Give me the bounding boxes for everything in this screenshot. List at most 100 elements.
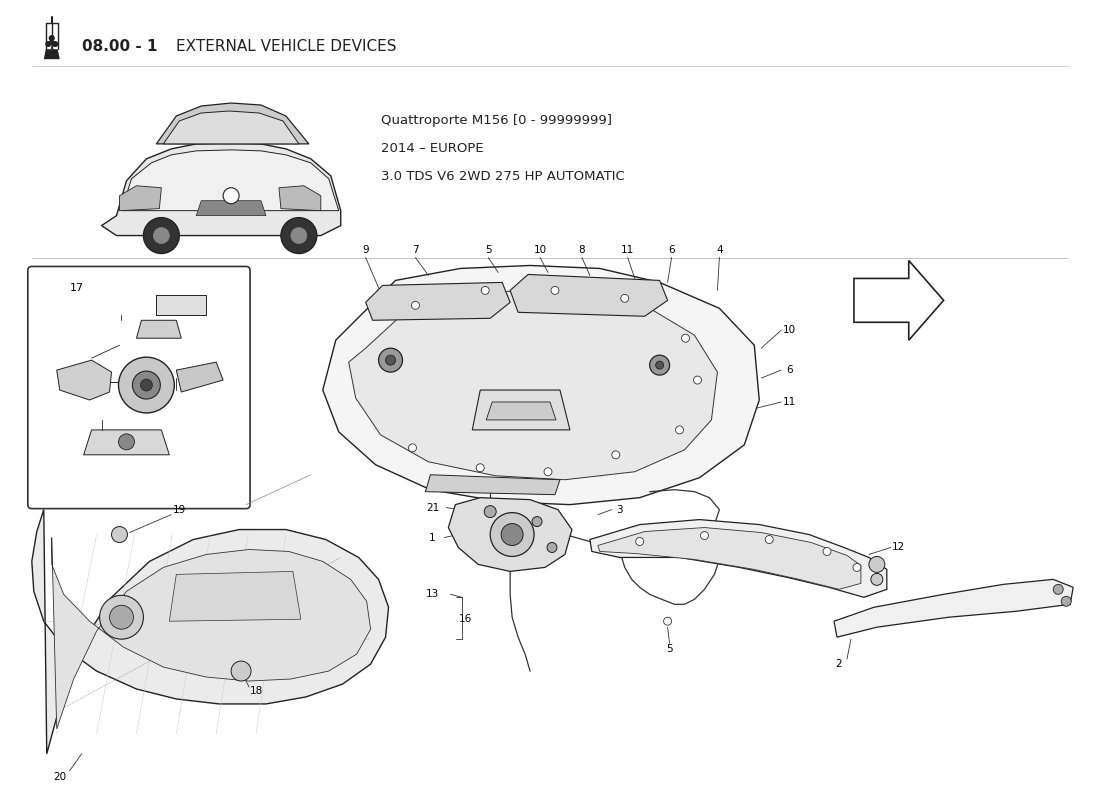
Text: 3.0 TDS V6 2WD 275 HP AUTOMATIC: 3.0 TDS V6 2WD 275 HP AUTOMATIC [381, 170, 625, 183]
Text: 2: 2 [836, 659, 843, 669]
Polygon shape [176, 362, 223, 392]
Polygon shape [52, 538, 371, 729]
Polygon shape [597, 527, 861, 590]
Polygon shape [279, 186, 321, 210]
Circle shape [656, 361, 663, 369]
Polygon shape [136, 320, 182, 338]
Text: 14: 14 [485, 525, 499, 534]
Text: 6: 6 [785, 365, 792, 375]
Polygon shape [486, 402, 556, 420]
Circle shape [111, 526, 128, 542]
Text: 3: 3 [616, 505, 623, 514]
Polygon shape [120, 186, 162, 210]
Circle shape [280, 218, 317, 254]
Polygon shape [57, 360, 111, 400]
Polygon shape [84, 430, 169, 455]
Text: 5: 5 [667, 644, 673, 654]
Circle shape [532, 517, 542, 526]
Circle shape [544, 468, 552, 476]
Circle shape [620, 294, 629, 302]
Polygon shape [32, 510, 388, 754]
Polygon shape [101, 143, 341, 235]
Text: 11: 11 [621, 245, 635, 254]
Circle shape [701, 531, 708, 539]
Circle shape [378, 348, 403, 372]
Text: 7: 7 [412, 245, 419, 254]
Polygon shape [590, 519, 887, 598]
Circle shape [663, 618, 672, 626]
Polygon shape [163, 111, 299, 144]
Circle shape [823, 547, 830, 555]
Circle shape [481, 286, 490, 294]
Text: 1: 1 [429, 533, 436, 542]
Circle shape [547, 542, 557, 553]
Text: 6: 6 [669, 245, 675, 254]
Polygon shape [449, 498, 572, 571]
Circle shape [411, 302, 419, 310]
Text: 4: 4 [716, 245, 723, 254]
Text: 11: 11 [782, 397, 795, 407]
Circle shape [132, 371, 161, 399]
Text: 17: 17 [69, 283, 84, 294]
FancyBboxPatch shape [28, 266, 250, 509]
Text: 08.00 - 1: 08.00 - 1 [81, 38, 157, 54]
Circle shape [290, 228, 307, 243]
Circle shape [502, 523, 524, 546]
Circle shape [141, 379, 153, 391]
Polygon shape [169, 571, 301, 622]
Circle shape [869, 557, 884, 572]
Circle shape [153, 228, 169, 243]
Circle shape [119, 357, 174, 413]
Circle shape [143, 218, 179, 254]
Circle shape [100, 595, 143, 639]
Circle shape [476, 464, 484, 472]
Circle shape [491, 513, 535, 557]
Circle shape [693, 376, 702, 384]
Polygon shape [349, 290, 717, 480]
Circle shape [871, 574, 883, 586]
Text: 10: 10 [782, 326, 795, 335]
Circle shape [408, 444, 417, 452]
Text: ▾: ▾ [48, 51, 55, 61]
Text: ♣: ♣ [43, 34, 60, 53]
Text: 2014 – EUROPE: 2014 – EUROPE [381, 142, 483, 155]
Circle shape [551, 286, 559, 294]
Circle shape [636, 538, 644, 546]
Polygon shape [196, 201, 266, 216]
Text: EXTERNAL VEHICLE DEVICES: EXTERNAL VEHICLE DEVICES [176, 38, 397, 54]
Polygon shape [322, 266, 759, 505]
Polygon shape [121, 150, 339, 210]
Circle shape [119, 434, 134, 450]
Polygon shape [854, 261, 944, 340]
Circle shape [484, 506, 496, 518]
Polygon shape [365, 282, 510, 320]
Text: 13: 13 [426, 590, 439, 599]
Circle shape [612, 451, 619, 458]
Polygon shape [472, 390, 570, 430]
Text: 10: 10 [534, 245, 547, 254]
Text: 18: 18 [250, 686, 263, 696]
Circle shape [1062, 596, 1071, 606]
Text: 12: 12 [892, 542, 905, 553]
Circle shape [852, 563, 861, 571]
Polygon shape [44, 50, 59, 59]
Text: 20: 20 [53, 772, 66, 782]
Text: 9: 9 [362, 245, 369, 254]
Circle shape [223, 188, 239, 204]
Polygon shape [426, 474, 560, 494]
Text: 8: 8 [579, 245, 585, 254]
Circle shape [650, 355, 670, 375]
Circle shape [110, 606, 133, 630]
Circle shape [386, 355, 396, 365]
Polygon shape [834, 579, 1074, 637]
Text: 21: 21 [426, 502, 439, 513]
Text: Quattroporte M156 [0 - 99999999]: Quattroporte M156 [0 - 99999999] [381, 114, 612, 127]
Text: 16: 16 [459, 614, 472, 624]
Circle shape [1053, 584, 1064, 594]
Text: 5: 5 [485, 245, 492, 254]
Circle shape [766, 535, 773, 543]
Polygon shape [156, 295, 206, 315]
Polygon shape [510, 274, 668, 316]
Circle shape [682, 334, 690, 342]
Circle shape [231, 661, 251, 681]
